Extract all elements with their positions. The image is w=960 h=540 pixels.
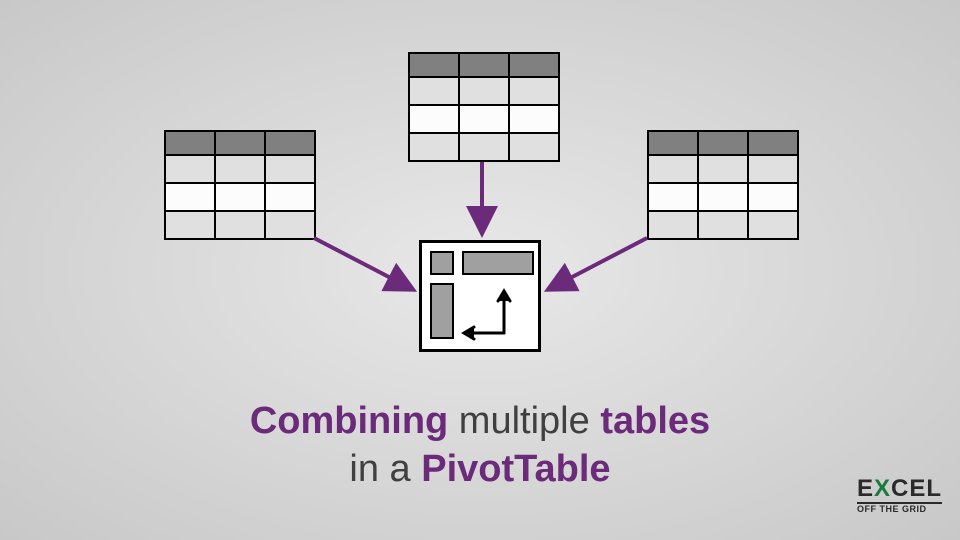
title-word: PivotTable	[421, 448, 610, 490]
title-word: Combining	[250, 400, 448, 442]
logo-line-1: EXCEL	[857, 477, 942, 501]
title-word: in a	[349, 448, 421, 490]
pivot-table-icon	[419, 240, 541, 352]
logo-line-2: OFF THE GRID	[857, 502, 942, 514]
title-word: tables	[600, 400, 710, 442]
pivot-inner-arrows-icon	[422, 243, 544, 355]
brand-logo: EXCEL OFF THE GRID	[857, 477, 942, 514]
source-table-left	[164, 130, 316, 240]
title-line-2: in a PivotTable	[0, 448, 960, 491]
title-word: multiple	[448, 400, 600, 442]
source-table-right	[647, 130, 799, 240]
title-line-1: Combining multiple tables	[0, 400, 960, 443]
source-table-center	[408, 52, 560, 162]
